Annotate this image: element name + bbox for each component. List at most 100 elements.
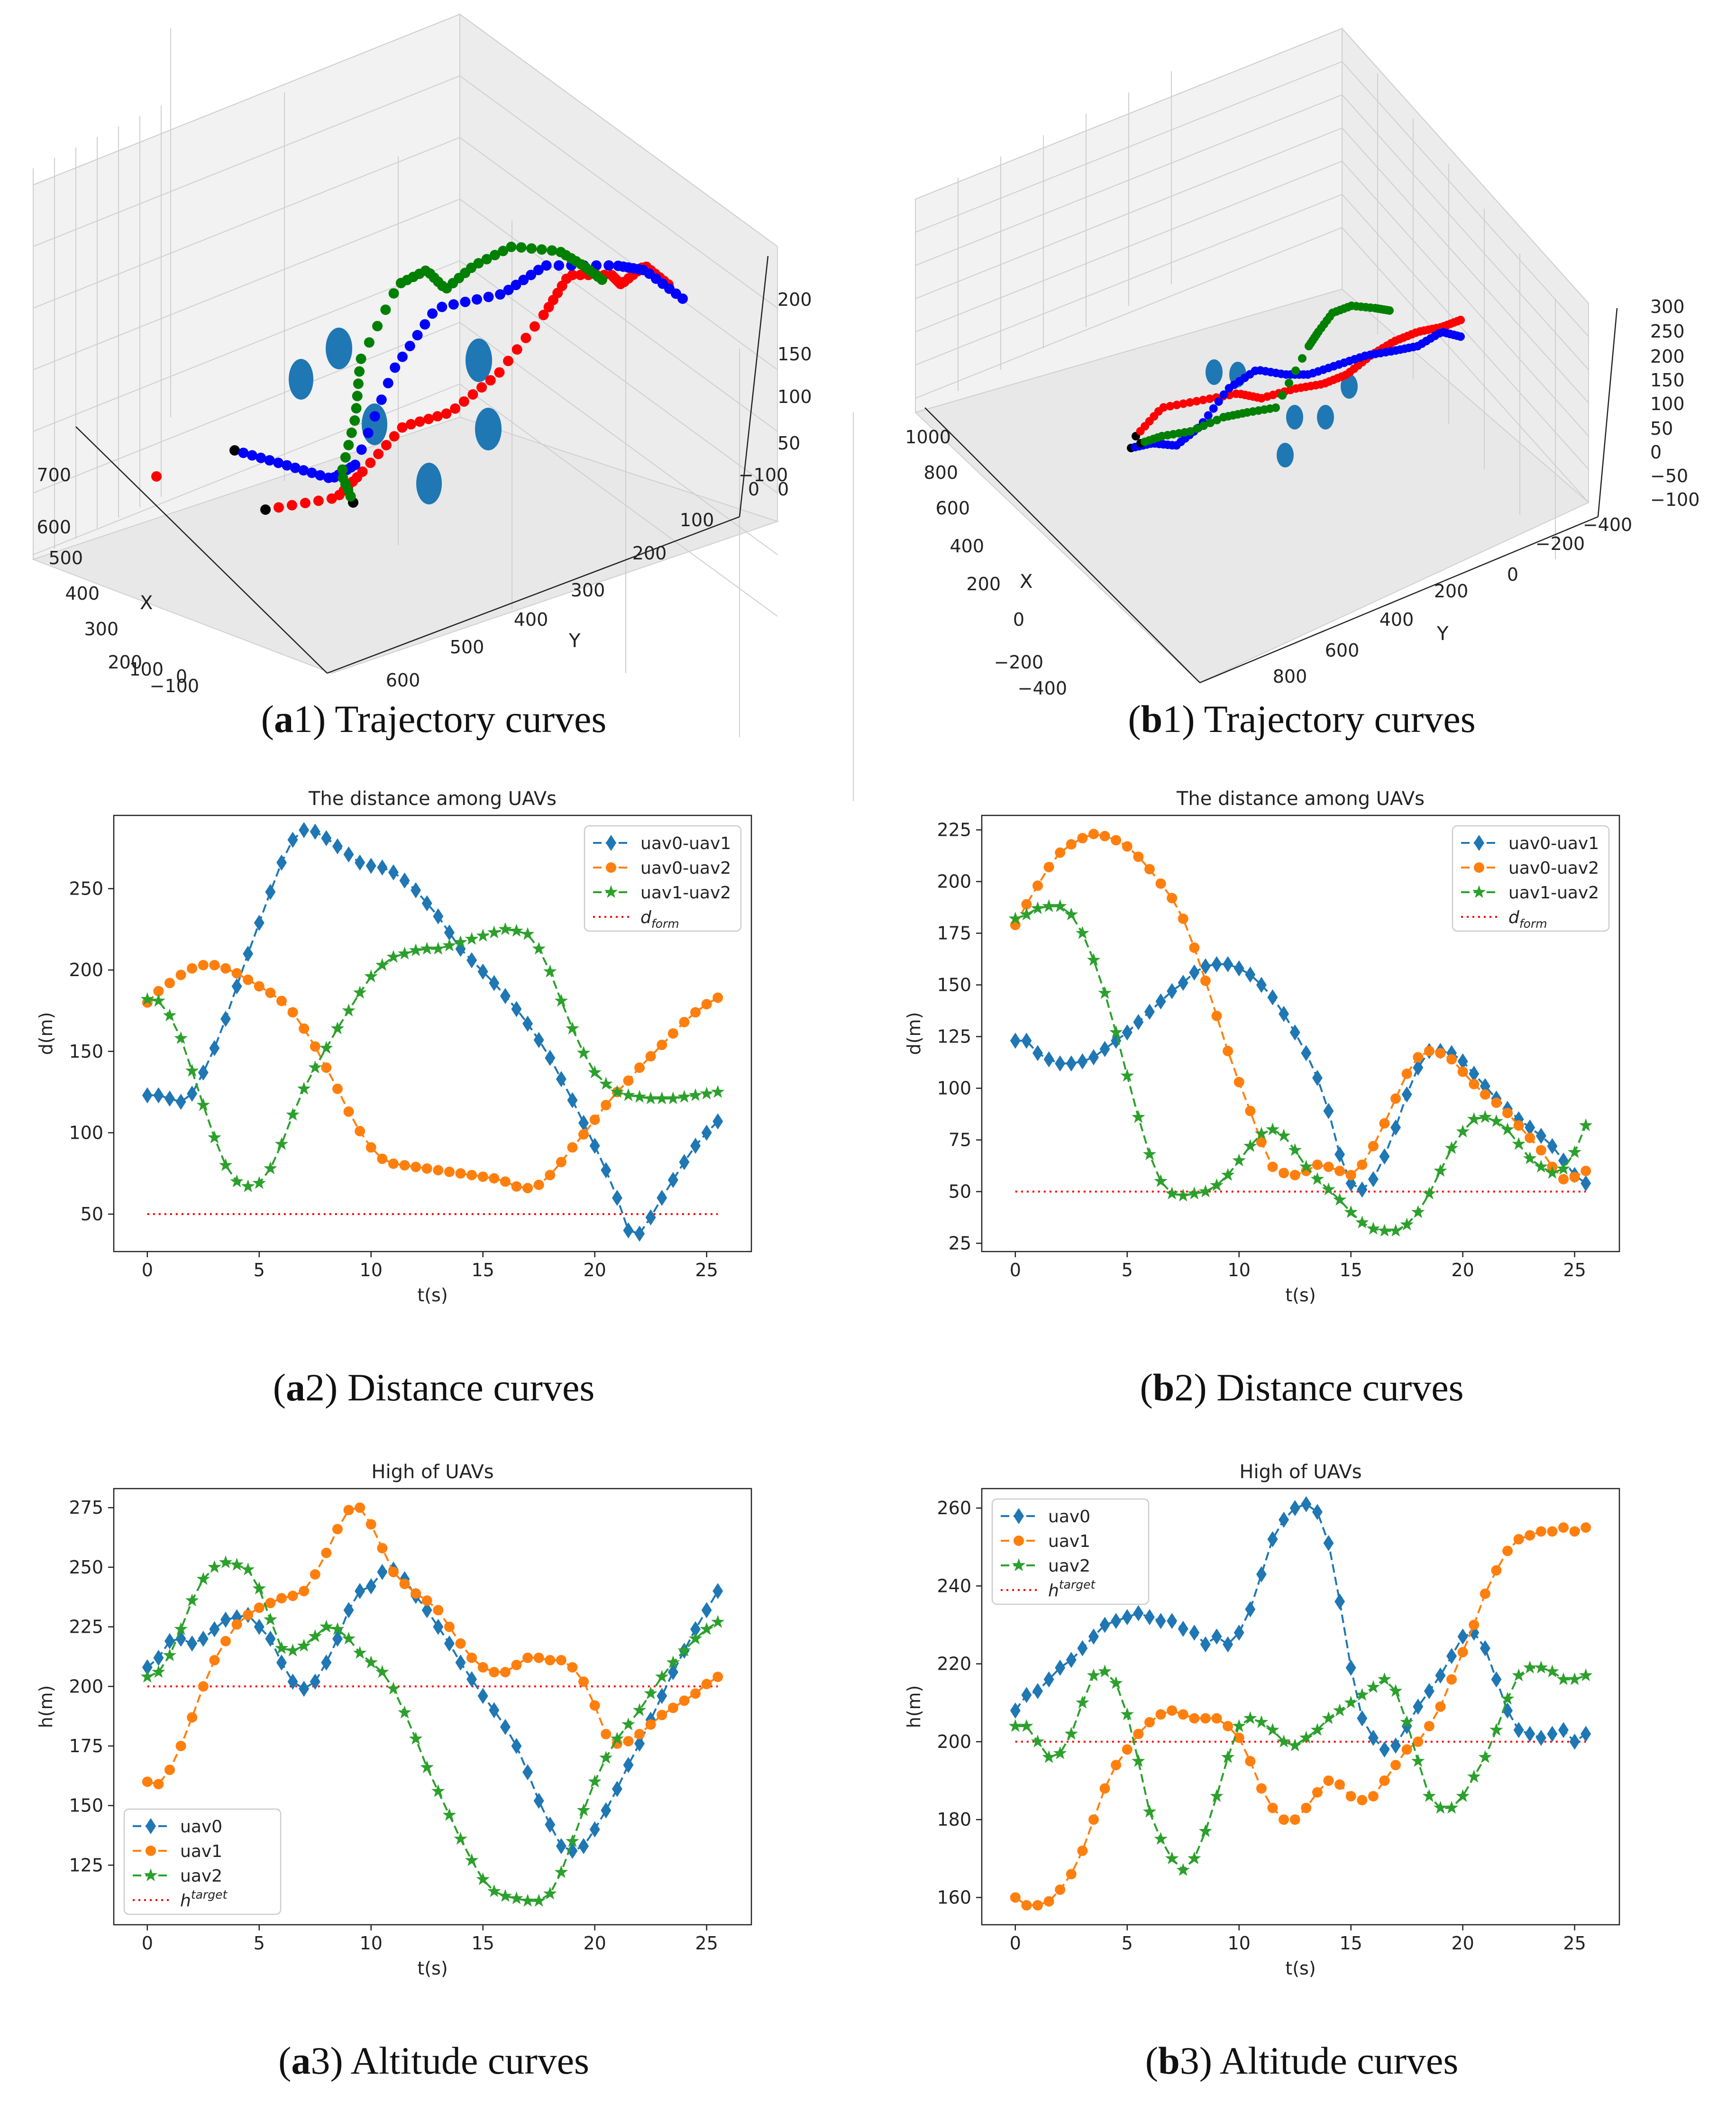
grid-line <box>459 384 778 617</box>
data-point-uav0-uav1 <box>477 963 488 980</box>
data-point-uav1 <box>321 1547 332 1558</box>
data-point-uav1 <box>634 1728 645 1739</box>
data-point-uav1-uav2 <box>1434 1164 1447 1177</box>
data-point-uav0-uav2 <box>1021 899 1032 910</box>
data-point-uav0-uav1 <box>1535 1127 1546 1144</box>
y-tick-label: 300 <box>571 580 605 601</box>
data-point-uav0-uav2 <box>1390 1093 1401 1104</box>
data-point-uav0-uav1 <box>1077 1053 1088 1070</box>
data-point-uav0-uav1 <box>1245 966 1256 983</box>
data-point-uav1 <box>1233 1732 1244 1743</box>
data-point-uav0-uav1 <box>355 854 365 871</box>
trajectory-point-green <box>1278 391 1287 400</box>
data-point-uav1 <box>343 1505 354 1516</box>
data-point-uav2 <box>330 1622 345 1635</box>
data-point-uav2 <box>521 1893 535 1907</box>
legend-marker-uav1-uav2 <box>1472 885 1486 898</box>
trajectory-point-green <box>1193 424 1201 433</box>
trajectory-point-green <box>473 258 484 269</box>
data-point-uav1-uav2 <box>700 1087 713 1100</box>
trajectory-point-green <box>351 403 362 414</box>
data-point-uav0-uav1 <box>343 846 354 863</box>
data-point-uav1 <box>1021 1900 1032 1911</box>
data-point-uav1-uav2 <box>1310 1172 1325 1185</box>
trajectory-point-blue <box>315 470 326 481</box>
data-point-uav2 <box>208 1560 221 1573</box>
data-point-uav2 <box>1154 1832 1168 1845</box>
series-line-uav1-uav2 <box>147 928 718 1188</box>
data-point-uav0 <box>1066 1652 1077 1668</box>
data-point-uav0-uav2 <box>254 981 265 992</box>
data-point-uav1 <box>433 1605 444 1616</box>
data-point-uav0 <box>1334 1593 1345 1610</box>
trajectory-point-red <box>260 504 271 515</box>
data-point-uav2 <box>1210 1789 1224 1802</box>
distance-chart-a2: The distance among UAVs 0 5 10 15 20 25 50 100 15… <box>36 788 752 1306</box>
data-point-uav0 <box>1032 1683 1043 1700</box>
trajectory-3d-plot-b1: 10008006004002000−200−4008006004002000−2… <box>905 27 1699 699</box>
x-tick-label: −400 <box>1018 678 1067 699</box>
trajectory-point-blue <box>350 459 361 470</box>
data-point-uav1 <box>164 1765 175 1775</box>
data-point-uav0-uav1 <box>1469 1066 1480 1082</box>
data-point-uav1 <box>567 1662 578 1673</box>
data-point-uav2 <box>655 1670 669 1683</box>
data-point-uav1 <box>1513 1534 1524 1545</box>
data-point-uav0-uav1 <box>1334 1146 1345 1163</box>
data-point-uav0 <box>1167 1613 1178 1629</box>
data-point-uav0-uav2 <box>713 992 723 1003</box>
obstacle-ellipse <box>1206 359 1223 385</box>
trajectory-point-red <box>273 502 284 513</box>
data-point-uav0 <box>634 1735 645 1752</box>
data-point-uav1 <box>1223 1721 1233 1732</box>
data-point-uav1-uav2 <box>1142 1147 1157 1161</box>
trajectory-point-green <box>380 304 391 315</box>
legend-label-uav1: uav1 <box>1048 1532 1090 1551</box>
y-tick-label: 125 <box>69 1855 103 1875</box>
data-point-uav1-uav2 <box>498 922 512 935</box>
data-point-uav0-uav2 <box>1525 1133 1535 1143</box>
data-point-uav2 <box>1064 1727 1078 1740</box>
data-point-uav1 <box>1155 1709 1166 1720</box>
x-tick-label: 15 <box>1340 1933 1362 1954</box>
x-axis-label: X <box>140 592 153 614</box>
series-line-uav0 <box>146 1568 719 1852</box>
data-point-uav2 <box>1489 1723 1503 1736</box>
data-point-uav0-uav1 <box>1301 1045 1312 1061</box>
z-tick-label: −100 <box>1650 489 1699 510</box>
data-point-uav2 <box>644 1686 658 1700</box>
data-point-uav2 <box>1109 1676 1123 1689</box>
data-point-uav1 <box>1334 1779 1345 1790</box>
data-point-uav2 <box>1165 1851 1179 1865</box>
data-point-uav1-uav2 <box>610 1085 624 1098</box>
trajectory-point-blue <box>1219 390 1228 399</box>
x-tick-label: 10 <box>360 1260 383 1280</box>
trajectory-point-green <box>1285 379 1293 387</box>
data-point-uav0-uav2 <box>1334 1165 1345 1176</box>
axis-line <box>327 516 740 674</box>
data-point-uav1-uav2 <box>1210 1178 1224 1191</box>
data-point-uav1-uav2 <box>1389 1224 1403 1237</box>
y-tick-label: 225 <box>937 820 971 841</box>
trajectory-point-red <box>381 439 392 450</box>
data-point-uav0-uav1 <box>701 1125 712 1141</box>
x-tick-label: 20 <box>1451 1260 1474 1280</box>
grid-line <box>459 14 778 247</box>
legend-label-uav2: uav2 <box>1048 1556 1090 1576</box>
data-point-uav2 <box>163 1648 177 1661</box>
data-point-uav2 <box>1076 1695 1089 1709</box>
data-point-uav1-uav2 <box>510 923 523 937</box>
legend-marker-uav2 <box>1012 1558 1026 1572</box>
trajectory-point-green <box>352 391 363 402</box>
data-point-uav1-uav2 <box>320 1041 333 1054</box>
x-axis-label: t(s) <box>417 1285 448 1306</box>
data-point-uav1-uav2 <box>655 1091 669 1105</box>
trajectory-point-red <box>529 321 540 332</box>
data-point-uav2 <box>174 1622 188 1635</box>
trajectory-point-red <box>494 367 505 378</box>
data-point-uav0-uav1 <box>1032 1045 1043 1061</box>
trajectory-point-green <box>516 242 527 253</box>
data-point-uav2 <box>1344 1695 1358 1709</box>
series-uav0-uav1 <box>142 822 723 1242</box>
data-point-uav2 <box>1243 1711 1257 1724</box>
